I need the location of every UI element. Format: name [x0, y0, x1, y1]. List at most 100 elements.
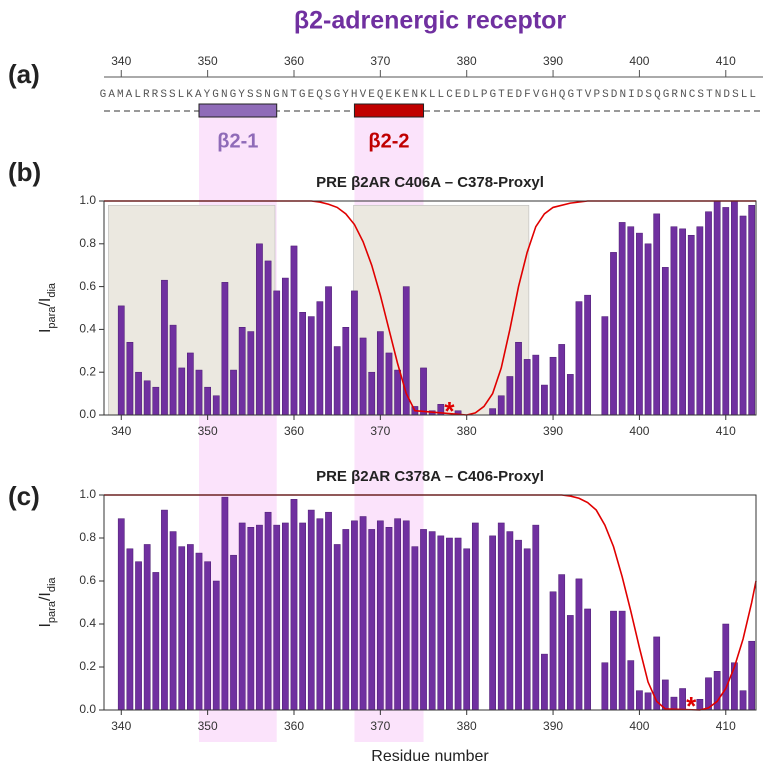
- y-tick-label: 0.4: [79, 616, 96, 630]
- bar: [264, 511, 272, 711]
- bar: [644, 243, 652, 416]
- tick-label: 360: [284, 54, 304, 68]
- bar: [705, 677, 712, 711]
- bar: [351, 520, 358, 711]
- panel-title: PRE β2AR C378A – C406-Proxyl: [316, 468, 544, 485]
- y-axis-label-part: para: [46, 306, 58, 329]
- bar: [420, 367, 427, 416]
- bar: [359, 337, 367, 416]
- bar: [566, 615, 574, 711]
- y-axis-label-part: para: [46, 600, 58, 623]
- y-tick-label: 0.8: [79, 236, 96, 250]
- panel-label: (a): [8, 59, 40, 89]
- bar: [584, 608, 591, 711]
- bar: [212, 395, 220, 416]
- bar: [610, 610, 617, 711]
- bar: [143, 380, 151, 416]
- bar: [739, 215, 747, 416]
- y-axis-label-part: I: [37, 329, 54, 333]
- x-tick-label: 370: [370, 719, 390, 733]
- bar: [679, 688, 686, 711]
- x-tick-label: 400: [629, 719, 649, 733]
- bar: [601, 316, 609, 416]
- x-tick-label: 410: [716, 719, 736, 733]
- bar: [126, 341, 134, 416]
- bar: [117, 305, 125, 416]
- y-tick-label: 0.8: [79, 530, 96, 544]
- bar: [238, 522, 246, 711]
- y-axis-label: Ipara/Idia: [37, 282, 58, 333]
- bar: [437, 535, 445, 711]
- x-tick-label: 350: [198, 424, 218, 438]
- bar: [739, 690, 747, 711]
- x-tick-label: 410: [716, 424, 736, 438]
- x-tick-label: 390: [543, 719, 563, 733]
- bar: [420, 529, 427, 711]
- bar: [722, 207, 730, 416]
- bar: [713, 200, 721, 416]
- bar: [204, 561, 211, 711]
- bar: [636, 232, 643, 416]
- y-tick-label: 1.0: [79, 487, 96, 501]
- tick-label: 370: [370, 54, 390, 68]
- bar: [178, 546, 186, 711]
- bar: [748, 205, 756, 416]
- bar: [221, 282, 229, 416]
- y-axis-label-part: I: [37, 623, 54, 627]
- y-tick-label: 1.0: [79, 193, 96, 207]
- bar: [186, 352, 194, 416]
- bar: [152, 386, 160, 416]
- bar: [135, 561, 142, 711]
- bar: [618, 222, 626, 416]
- bar: [497, 395, 505, 416]
- bar: [627, 226, 635, 416]
- y-axis-label-part: dia: [46, 282, 58, 298]
- bar: [385, 527, 393, 711]
- bar: [212, 580, 220, 711]
- bar: [618, 610, 626, 711]
- x-tick-label: 370: [370, 424, 390, 438]
- bar: [299, 312, 306, 416]
- bar: [575, 578, 583, 711]
- bar: [644, 692, 652, 711]
- bar: [117, 518, 125, 711]
- bar: [333, 346, 341, 416]
- bar: [402, 520, 410, 711]
- bar: [428, 531, 436, 711]
- bar: [549, 591, 557, 711]
- bar: [169, 531, 177, 711]
- bar: [256, 243, 263, 416]
- asterisk-marker: *: [444, 396, 455, 426]
- panel-title: PRE β2AR C406A – C378-Proxyl: [316, 174, 544, 191]
- bar: [523, 359, 531, 416]
- bar: [333, 544, 341, 711]
- bar: [368, 371, 376, 416]
- fit-curve: [104, 494, 757, 711]
- bar: [247, 331, 255, 416]
- bar: [186, 544, 194, 711]
- panel: PRE β2AR C406A – C378-Proxyl 0.0 0.2 0.4 0.6…: [37, 174, 757, 438]
- x-tick-label: 360: [284, 424, 304, 438]
- segment-box: [353, 103, 425, 118]
- bar: [610, 252, 617, 416]
- bar: [653, 213, 661, 416]
- bar: [731, 200, 738, 416]
- bar: [661, 679, 669, 711]
- bar: [446, 537, 453, 711]
- plot-frame: [103, 494, 757, 711]
- tick-label: 390: [543, 54, 563, 68]
- y-tick-label: 0.6: [79, 573, 96, 587]
- segment-label: β2-1: [217, 130, 258, 152]
- bar: [221, 496, 229, 711]
- segment-box: [198, 103, 278, 118]
- fit-curve: [104, 200, 756, 416]
- bar: [195, 369, 203, 416]
- y-tick-label: 0.4: [79, 322, 96, 336]
- bar: [299, 522, 306, 711]
- x-tick-label: 380: [457, 719, 477, 733]
- bar: [351, 290, 358, 416]
- bar: [471, 522, 479, 711]
- bar: [506, 531, 514, 711]
- bar: [558, 344, 566, 416]
- y-tick-label: 0.6: [79, 279, 96, 293]
